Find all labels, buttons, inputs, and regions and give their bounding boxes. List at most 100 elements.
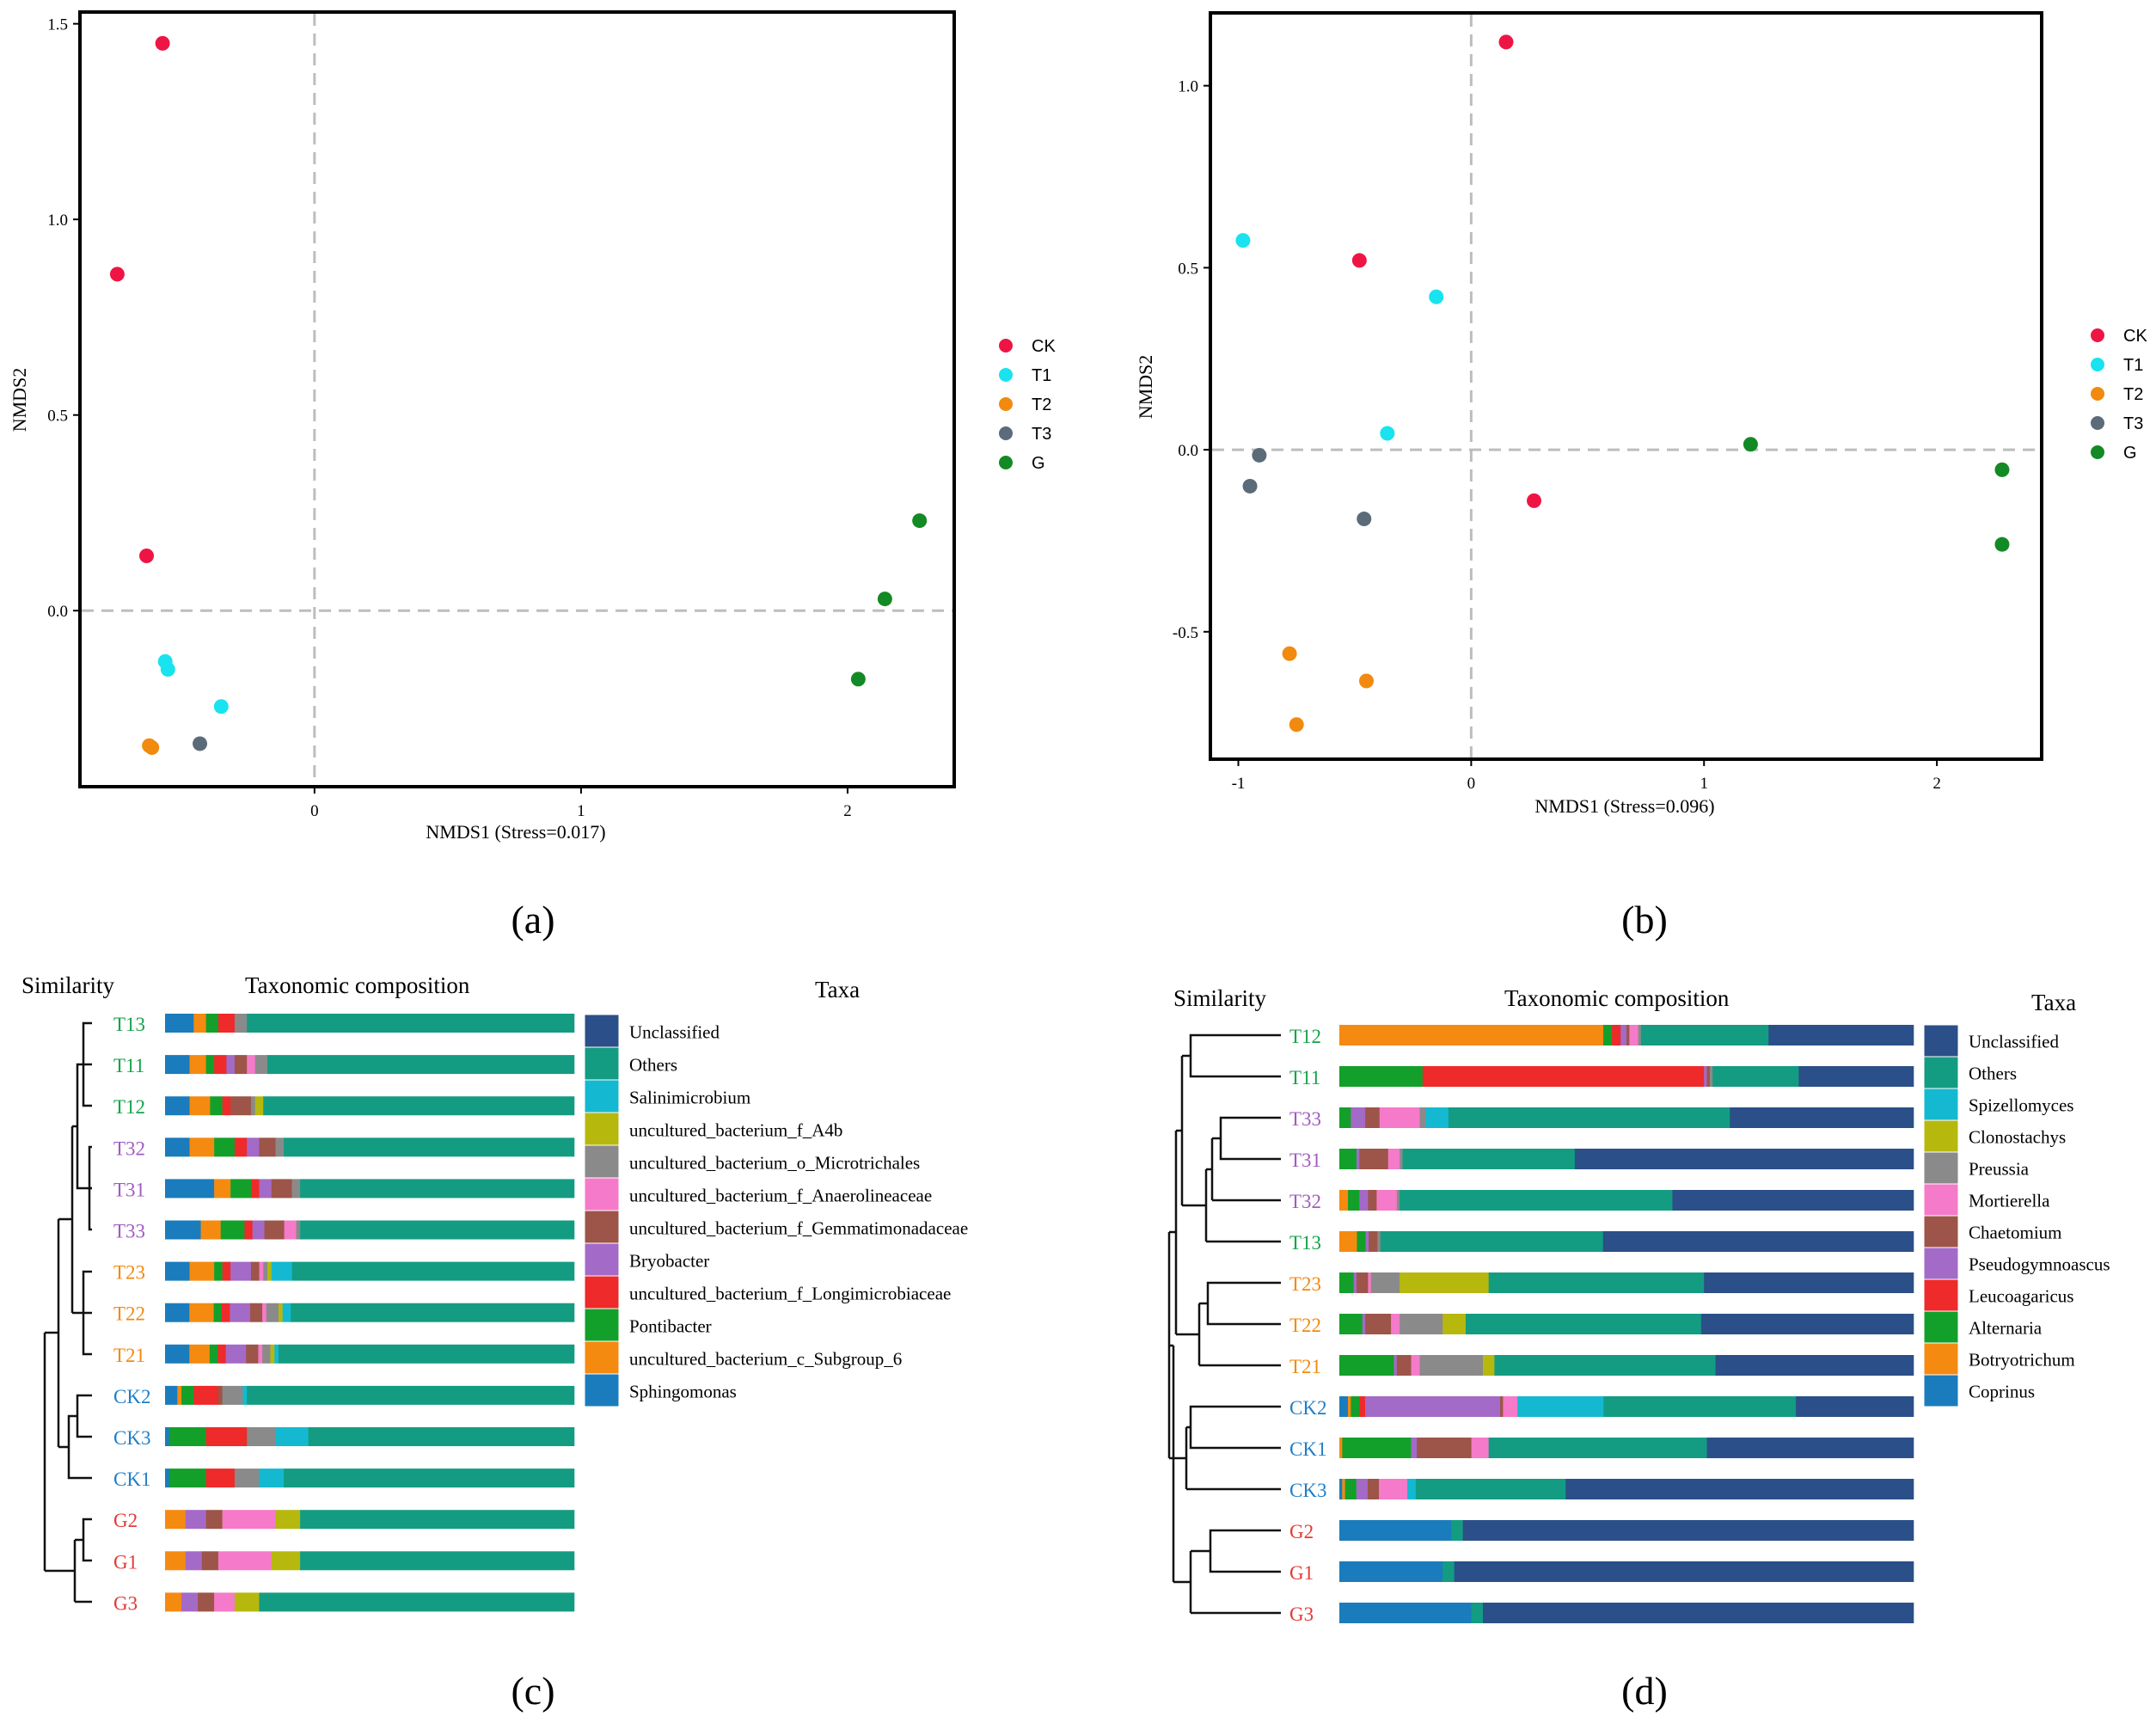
d-legend-taxon-label: Others	[1969, 1064, 2017, 1084]
c-bar-segment	[225, 1344, 247, 1364]
d-bar-segment	[1603, 1025, 1613, 1045]
panel-d-dendrogram	[1167, 1033, 1281, 1615]
c-legend-swatch	[584, 1242, 620, 1277]
a-point-g	[850, 671, 866, 687]
d-bar-segment	[1462, 1520, 1914, 1541]
d-sample-label-ck1: CK1	[1289, 1438, 1326, 1460]
d-bar-segment	[1356, 1479, 1369, 1499]
d-bar-segment	[1391, 1314, 1400, 1334]
c-bar-segment	[165, 1427, 170, 1446]
c-bar-segment	[247, 1385, 575, 1405]
c-bar-segment	[165, 1179, 215, 1199]
panel-a-plot-frame	[78, 10, 956, 788]
d-legend-taxon-label: Leucoagaricus	[1969, 1286, 2073, 1307]
d-bar-segment	[1411, 1355, 1420, 1376]
a-legend-marker-g	[999, 456, 1013, 469]
c-bar-segment	[258, 1344, 263, 1364]
d-bar-segment	[1612, 1025, 1621, 1045]
b-legend-label-ck: CK	[2123, 327, 2147, 346]
c-bar-segment	[271, 1179, 292, 1199]
d-bar-segment	[1798, 1066, 1914, 1087]
d-bar-segment	[1339, 1107, 1351, 1128]
c-sample-label-t22: T22	[113, 1303, 145, 1325]
b-xtick-label: 0	[1467, 775, 1476, 793]
c-bar-segment	[189, 1055, 206, 1075]
d-bar-segment	[1359, 1149, 1389, 1169]
c-bar-segment	[252, 1220, 265, 1240]
b-ytick-label: 1.0	[1178, 78, 1198, 96]
c-bar-segment	[234, 1137, 248, 1157]
c-sample-label-t31: T31	[113, 1179, 145, 1200]
c-bar-segment	[165, 1261, 190, 1281]
d-sample-label-t32: T32	[1289, 1191, 1321, 1212]
c-bar-segment	[247, 1014, 575, 1033]
panel-b-nmds-scatter: -1 0 1 2-0.50.00.51.0 NMDS1 (Stress=0.096) …	[1135, 11, 2147, 941]
c-legend-taxon-label: uncultured_bacterium_o_Microtrichales	[629, 1152, 920, 1173]
d-bar-segment	[1454, 1561, 1914, 1582]
c-bar-segment	[201, 1551, 219, 1571]
d-bar-segment	[1359, 1190, 1369, 1211]
d-legend-swatch	[1923, 1088, 1959, 1121]
d-sample-label-t22: T22	[1289, 1315, 1321, 1336]
c-legend-swatch	[584, 1144, 620, 1179]
c-bar-segment	[165, 1014, 194, 1033]
c-sample-label-g2: G2	[113, 1510, 138, 1531]
c-bar-segment	[275, 1510, 301, 1530]
d-bar-segment	[1712, 1066, 1799, 1087]
a-legend-marker-t2	[999, 397, 1013, 411]
d-bar-segment	[1411, 1438, 1418, 1458]
panel-b-plot-frame	[1209, 11, 2043, 761]
c-legend-taxon-label: uncultured_bacterium_f_A4b	[629, 1119, 842, 1140]
d-legend-swatch	[1923, 1119, 1959, 1153]
b-point-t2	[1282, 646, 1297, 661]
c-sample-label-t13: T13	[113, 1014, 145, 1035]
c-bar-segment	[278, 1344, 575, 1364]
b-point-ck	[1498, 34, 1514, 50]
d-bar-segment	[1715, 1355, 1914, 1376]
a-ytick-label: 1.0	[47, 212, 68, 230]
a-xtick-label: 2	[843, 802, 852, 820]
d-legend-swatch	[1923, 1310, 1959, 1344]
c-bar-segment	[205, 1014, 219, 1033]
c-bar-segment	[181, 1385, 194, 1405]
c-bar-segment	[284, 1469, 575, 1488]
a-legend-label-t3: T3	[1032, 425, 1051, 444]
a-legend-marker-ck	[999, 339, 1013, 353]
c-legend-taxon-label: Others	[629, 1054, 677, 1075]
d-bar-segment	[1365, 1231, 1369, 1252]
b-xtick-label: 2	[1932, 775, 1941, 793]
c-legend-swatch	[584, 1014, 620, 1048]
c-bar-segment	[250, 1096, 256, 1116]
d-bar-segment	[1379, 1107, 1420, 1128]
d-bar-segment	[1376, 1190, 1398, 1211]
panel-c-taxonomic-composition: Similarity Taxonomic composition Taxa T1…	[21, 972, 968, 1713]
c-legend-taxon-label: Salinimicrobium	[629, 1087, 750, 1107]
c-bar-segment	[300, 1220, 575, 1240]
panel-a-label: (a)	[511, 898, 554, 941]
a-point-t1	[213, 699, 229, 714]
d-legend-swatch	[1923, 1024, 1959, 1058]
a-point-g	[877, 592, 892, 607]
panel-d-taxonomic-composition: Similarity Taxonomic composition Taxa T1…	[1167, 985, 2110, 1713]
a-ytick-label: 1.5	[47, 16, 68, 34]
d-legend-taxon-label: Clonostachys	[1969, 1127, 2066, 1148]
c-legend-taxon-label: uncultured_bacterium_f_Longimicrobiaceae	[629, 1283, 951, 1303]
b-legend-label-g: G	[2123, 444, 2137, 463]
c-bar-segment	[234, 1014, 248, 1033]
d-bar-segment	[1396, 1355, 1412, 1376]
d-bar-segment	[1357, 1149, 1360, 1169]
c-bar-segment	[230, 1179, 252, 1199]
d-bar-segment	[1339, 1314, 1363, 1334]
c-bar-segment	[205, 1055, 215, 1075]
c-bar-segment	[189, 1303, 214, 1322]
c-legend-taxon-label: Pontibacter	[629, 1315, 712, 1336]
c-bar-segment	[214, 1592, 236, 1612]
d-bar-segment	[1368, 1272, 1372, 1293]
c-bar-segment	[198, 1592, 215, 1612]
c-bar-segment	[222, 1096, 231, 1116]
c-bar-segment	[282, 1303, 291, 1322]
b-point-ck	[1351, 253, 1367, 268]
c-bar-segment	[165, 1096, 190, 1116]
d-sample-label-g3: G3	[1289, 1603, 1314, 1625]
a-xtick-label: 1	[577, 802, 585, 820]
